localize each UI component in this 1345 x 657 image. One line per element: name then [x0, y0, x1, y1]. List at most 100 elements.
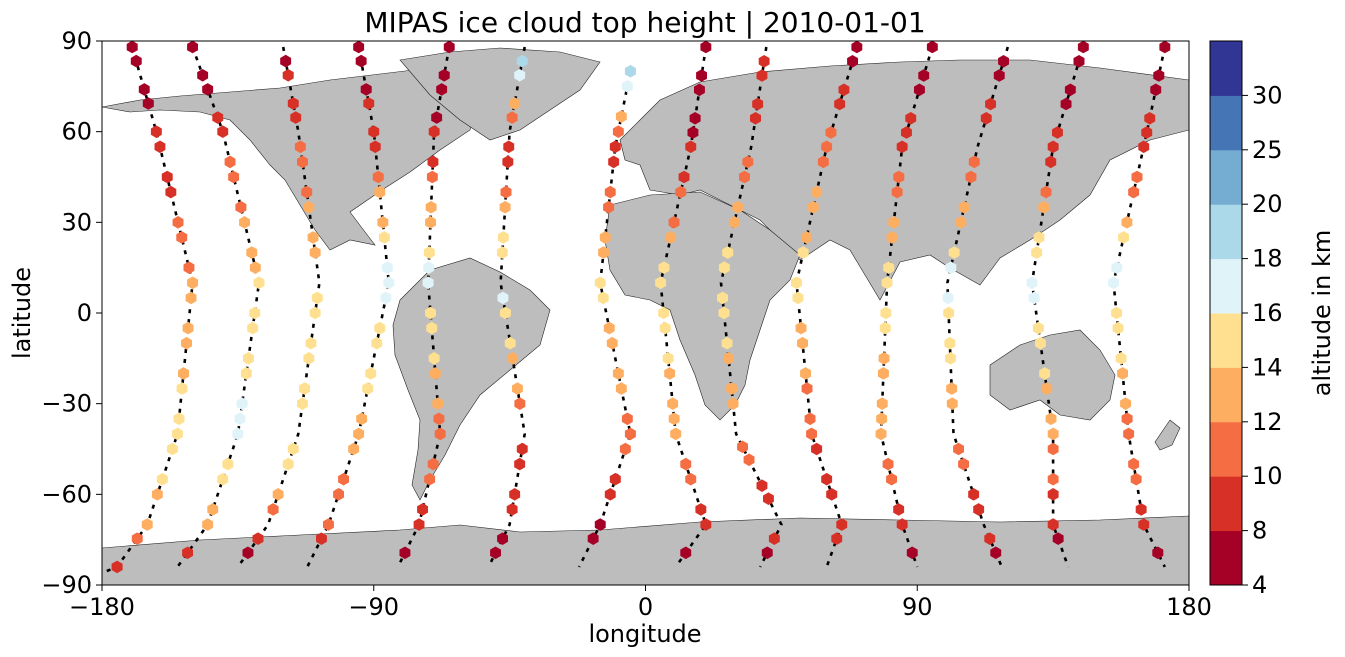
cloud-top-point [182, 321, 194, 335]
cloud-top-point [333, 488, 344, 501]
cloud-top-point [173, 412, 185, 426]
cloud-top-point [374, 321, 386, 335]
cloud-top-point [603, 321, 615, 335]
cloud-top-point [167, 442, 178, 456]
cloud-top-point [1153, 69, 1165, 82]
colorbar-bin [1210, 476, 1242, 532]
cloud-top-point [761, 546, 773, 560]
cloud-top-point [1041, 382, 1053, 395]
colorbar-bin [1210, 367, 1242, 423]
cloud-top-point [901, 126, 912, 139]
cloud-top-point [178, 367, 189, 380]
cloud-top-point [323, 518, 334, 531]
cloud-top-point [182, 546, 193, 560]
cloud-top-point [886, 231, 898, 244]
cloud-top-point [1144, 112, 1156, 125]
cloud-top-point [662, 352, 674, 365]
cloud-top-point [165, 185, 177, 199]
cloud-top-point [202, 518, 214, 531]
colorbar-label: altitude in km [1308, 230, 1336, 397]
cloud-top-point [1047, 442, 1059, 456]
cloud-top-point [217, 125, 229, 138]
cloud-top-point [381, 261, 393, 274]
cloud-top-point [998, 55, 1009, 68]
colorbar-tick-label: 16 [1252, 299, 1283, 327]
cloud-top-point [243, 352, 254, 365]
cloud-top-point [424, 472, 436, 486]
cloud-top-point [847, 55, 858, 68]
world-map [102, 41, 1189, 585]
cloud-top-point [821, 140, 833, 154]
cloud-top-point [604, 185, 616, 199]
cloud-top-point [1120, 397, 1131, 410]
cloud-top-point [427, 155, 439, 169]
cloud-top-point [948, 246, 960, 259]
cloud-top-point [888, 216, 900, 229]
cloud-top-point [1047, 140, 1059, 154]
cloud-top-point [896, 518, 908, 531]
cloud-top-point [621, 412, 633, 426]
cloud-top-point [499, 306, 511, 320]
cloud-top-point [497, 532, 508, 545]
cloud-top-point [958, 200, 970, 214]
cloud-top-point [253, 276, 265, 290]
cloud-top-point [768, 532, 780, 545]
cloud-top-point [612, 125, 624, 138]
cloud-top-point [506, 111, 518, 124]
cloud-top-point [224, 155, 236, 169]
cloud-top-point [236, 397, 248, 410]
colorbar: 4 8 10 12 14 16 18 20 25 30 [1209, 40, 1283, 599]
africa-land [604, 191, 801, 421]
cloud-top-point [234, 412, 246, 426]
cloud-top-point [282, 69, 294, 82]
x-axis-label: longitude [588, 620, 701, 648]
cloud-top-point [509, 97, 521, 110]
cloud-top-point [156, 472, 168, 486]
cloud-top-point [428, 125, 440, 138]
cloud-top-point [432, 397, 444, 410]
cloud-top-point [806, 427, 817, 441]
colorbar-bin [1210, 95, 1242, 151]
cloud-top-point [756, 69, 768, 82]
cloud-top-point [876, 397, 888, 410]
cloud-top-point [514, 69, 526, 82]
colorbar-tick-label: 14 [1252, 353, 1283, 381]
cloud-top-point [880, 306, 892, 320]
cloud-top-point [598, 246, 609, 259]
cloud-top-point [984, 532, 996, 545]
cloud-top-point [717, 291, 728, 305]
cloud-top-point [316, 532, 327, 545]
cloud-top-point [427, 457, 439, 471]
cloud-top-point [294, 140, 306, 154]
cloud-top-point [1128, 185, 1140, 199]
x-tick-label: −90 [348, 593, 399, 621]
y-tick-label: −60 [41, 480, 92, 508]
cloud-top-point [240, 367, 252, 380]
cloud-top-point [678, 170, 690, 184]
cloud-top-point [425, 306, 436, 320]
cloud-top-point [497, 291, 509, 305]
cloud-top-point [1159, 41, 1171, 54]
cloud-top-point [689, 112, 701, 125]
cloud-top-point [879, 321, 891, 335]
cloud-top-point [624, 64, 636, 78]
colorbar-bin [1210, 313, 1242, 368]
cloud-top-point [685, 472, 697, 486]
cloud-top-point [502, 155, 514, 169]
cloud-top-point [267, 503, 279, 516]
cloud-top-point [612, 367, 624, 380]
cloud-top-point [668, 412, 680, 426]
cloud-top-point [587, 532, 599, 545]
cloud-top-point [658, 261, 670, 274]
cloud-top-point [141, 518, 153, 531]
cloud-top-point [878, 367, 889, 380]
cloud-top-point [792, 291, 804, 305]
cloud-top-point [914, 83, 925, 97]
cloud-top-point [111, 560, 123, 574]
cloud-top-point [878, 352, 890, 365]
colorbar-tick-label: 10 [1252, 462, 1283, 490]
cloud-top-point [425, 200, 437, 214]
cloud-top-point [228, 170, 240, 184]
